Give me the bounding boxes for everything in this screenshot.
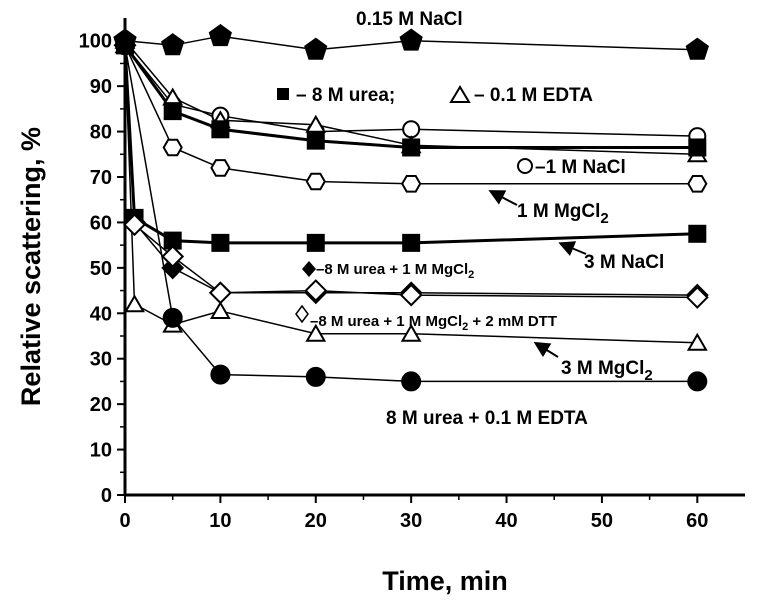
series-line-8-m-urea-0-1-m-edta bbox=[124, 45, 698, 383]
annotation-8m-urea-legend: – 8 M urea; bbox=[296, 85, 395, 106]
data-point-8-m-urea-30 bbox=[402, 138, 421, 157]
data-point-8-m-urea-0-1-m-edta-5 bbox=[162, 307, 183, 328]
series-markers bbox=[113, 23, 709, 392]
data-point-0-15-m-nacl-60 bbox=[685, 37, 709, 60]
annotation-1m-nacl: –1 M NaCl bbox=[535, 157, 626, 178]
y-axis-title: Relative scattering, % bbox=[16, 127, 46, 406]
data-point-8-m-urea-0-1-m-edta-30 bbox=[401, 371, 422, 392]
y-tick-label-30: 30 bbox=[90, 349, 112, 371]
y-tick-label-60: 60 bbox=[90, 212, 112, 234]
data-point-8-m-urea-1-m-mgcl2-2-mm-dtt-10 bbox=[208, 281, 232, 305]
x-tick-label-30: 30 bbox=[400, 510, 422, 532]
data-point-8-m-urea-20 bbox=[306, 131, 325, 150]
x-tick-label-0: 0 bbox=[119, 510, 130, 532]
x-tick-label-60: 60 bbox=[686, 510, 708, 532]
data-point-3-m-mgcl2-1 bbox=[124, 294, 145, 313]
data-point-8-m-urea-1-m-mgcl2-2-mm-dtt-30 bbox=[399, 283, 423, 307]
data-point-3-m-nacl-60 bbox=[688, 224, 707, 243]
annotation-edta-legend: – 0.1 M EDTA bbox=[474, 85, 593, 106]
data-point-8-m-urea-60 bbox=[688, 138, 707, 157]
data-point-3-m-nacl-10 bbox=[211, 233, 230, 252]
legend-filled-diamond-marker bbox=[302, 261, 316, 277]
annotation-urea-edta: 8 M urea + 0.1 M EDTA bbox=[386, 408, 588, 429]
data-point-3-m-nacl-20 bbox=[306, 233, 325, 252]
annotation-3m-mgcl2: 3 M MgCl2 bbox=[561, 358, 653, 384]
data-point-8-m-urea-0-1-m-edta-60 bbox=[687, 371, 708, 392]
legend-open-circle-marker bbox=[517, 158, 533, 174]
x-axis-title: Time, min bbox=[382, 566, 508, 596]
y-tick-label-0: 0 bbox=[101, 485, 112, 507]
annotation-015-nacl: 0.15 M NaCl bbox=[356, 9, 463, 30]
data-point-8-m-urea-0-1-m-edta-20 bbox=[305, 366, 326, 387]
data-point-8-m-urea-10 bbox=[211, 120, 230, 139]
data-point-0-15-m-nacl-10 bbox=[208, 23, 232, 47]
data-point-1-m-mgcl2-5 bbox=[162, 138, 183, 157]
data-point-0-15-m-nacl-20 bbox=[304, 37, 328, 60]
annotation-urea-mgcl2: –8 M urea + 1 M MgCl2 bbox=[316, 261, 474, 281]
data-point-1-m-mgcl2-30 bbox=[401, 175, 422, 193]
annotation-3m-nacl: 3 M NaCl bbox=[584, 252, 664, 273]
annotation-1m-mgcl2: 1 M MgCl2 bbox=[517, 201, 609, 227]
data-point-8-m-urea-1-m-mgcl2-2-mm-dtt-20 bbox=[304, 279, 328, 303]
data-point-3-m-mgcl2-10 bbox=[209, 300, 231, 319]
data-point-3-m-mgcl2-60 bbox=[686, 332, 708, 351]
annotation-urea-mgcl2-dtt: –8 M urea + 1 M MgCl2 + 2 mM DTT bbox=[310, 313, 557, 333]
x-tick-label-40: 40 bbox=[495, 510, 517, 532]
arrow-1m-mgcl2 bbox=[488, 190, 518, 206]
data-point-8-m-urea-5 bbox=[163, 102, 182, 121]
data-point-1-m-mgcl2-60 bbox=[687, 175, 708, 193]
data-point-8-m-urea-1-m-mgcl2-2-mm-dtt-1 bbox=[123, 213, 146, 237]
x-tick-label-50: 50 bbox=[591, 510, 613, 532]
arrow-3m-mgcl2 bbox=[533, 341, 559, 358]
data-point-8-m-urea-1-m-mgcl2-2-mm-dtt-60 bbox=[685, 285, 709, 309]
legend-open-diamond-marker bbox=[295, 304, 309, 324]
y-tick-label-90: 90 bbox=[90, 76, 112, 98]
data-point-3-m-mgcl2-20 bbox=[305, 323, 327, 342]
legend-square-marker bbox=[277, 88, 289, 100]
y-tick-label-80: 80 bbox=[90, 122, 112, 144]
series-line-1-m-nacl bbox=[124, 44, 698, 137]
data-point-1-m-mgcl2-20 bbox=[305, 172, 326, 191]
data-point-3-m-nacl-30 bbox=[402, 233, 421, 252]
y-tick-label-70: 70 bbox=[90, 167, 112, 189]
data-point-8-m-urea-0-1-m-edta-0 bbox=[115, 35, 135, 56]
y-tick-label-10: 10 bbox=[90, 440, 112, 462]
data-point-8-m-urea-0-1-m-edta-10 bbox=[210, 364, 231, 385]
y-tick-label-100: 100 bbox=[79, 31, 112, 53]
arrow-3m-nacl bbox=[558, 241, 587, 256]
axes: 0 10 20 30 40 50 60 0 10 20 30 40 50 60 70 80 90 100 Time,… bbox=[16, 18, 745, 596]
data-point-3-m-mgcl2-30 bbox=[400, 323, 422, 342]
y-tick-label-40: 40 bbox=[90, 303, 112, 325]
y-tick-label-20: 20 bbox=[90, 394, 112, 416]
data-point-8-m-urea-1-m-mgcl2-2-mm-dtt-5 bbox=[161, 245, 185, 268]
annotations: 0.15 M NaCl – 8 M urea; – 0.1 M EDTA –1 … bbox=[277, 9, 664, 429]
series-line-1-m-mgcl2 bbox=[124, 44, 698, 185]
data-point-1-m-nacl-30 bbox=[402, 120, 421, 139]
legend-triangle-marker bbox=[449, 85, 471, 103]
data-point-0-15-m-nacl-30 bbox=[399, 28, 423, 51]
x-tick-label-20: 20 bbox=[305, 510, 327, 532]
y-tick-label-50: 50 bbox=[90, 258, 112, 280]
data-point-1-m-mgcl2-10 bbox=[210, 159, 231, 177]
x-tick-label-10: 10 bbox=[209, 510, 231, 532]
data-point-0-15-m-nacl-5 bbox=[161, 33, 185, 56]
